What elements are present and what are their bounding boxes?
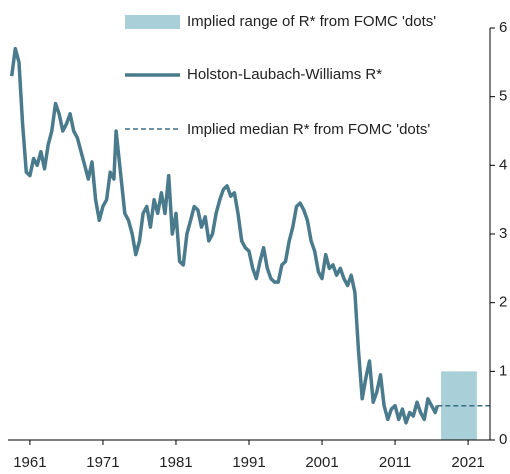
data-line [9,46,440,425]
legend-swatch [125,15,180,29]
y-tick-label: 1 [499,362,507,379]
legend-label: Implied median R* from FOMC 'dots' [187,121,477,138]
x-tick-label: 1971 [86,454,119,471]
y-tick-label: 2 [499,294,507,311]
y-tick-label: 3 [499,225,507,242]
legend-label: Implied range of R* from FOMC 'dots' [187,13,477,30]
x-tick-label: 1991 [232,454,265,471]
x-tick-label: 2011 [379,454,411,471]
x-tick-label: 1981 [159,454,192,471]
x-tick-label: 2021 [451,454,484,471]
y-tick-label: 4 [499,156,507,173]
y-tick-label: 0 [499,431,507,448]
x-tick-label: 1961 [13,454,46,471]
x-tick-label: 2001 [305,454,338,471]
legend-label: Holston-Laubach-Williams R* [187,66,477,83]
y-tick-label: 5 [499,88,507,105]
y-tick-label: 6 [499,19,507,36]
